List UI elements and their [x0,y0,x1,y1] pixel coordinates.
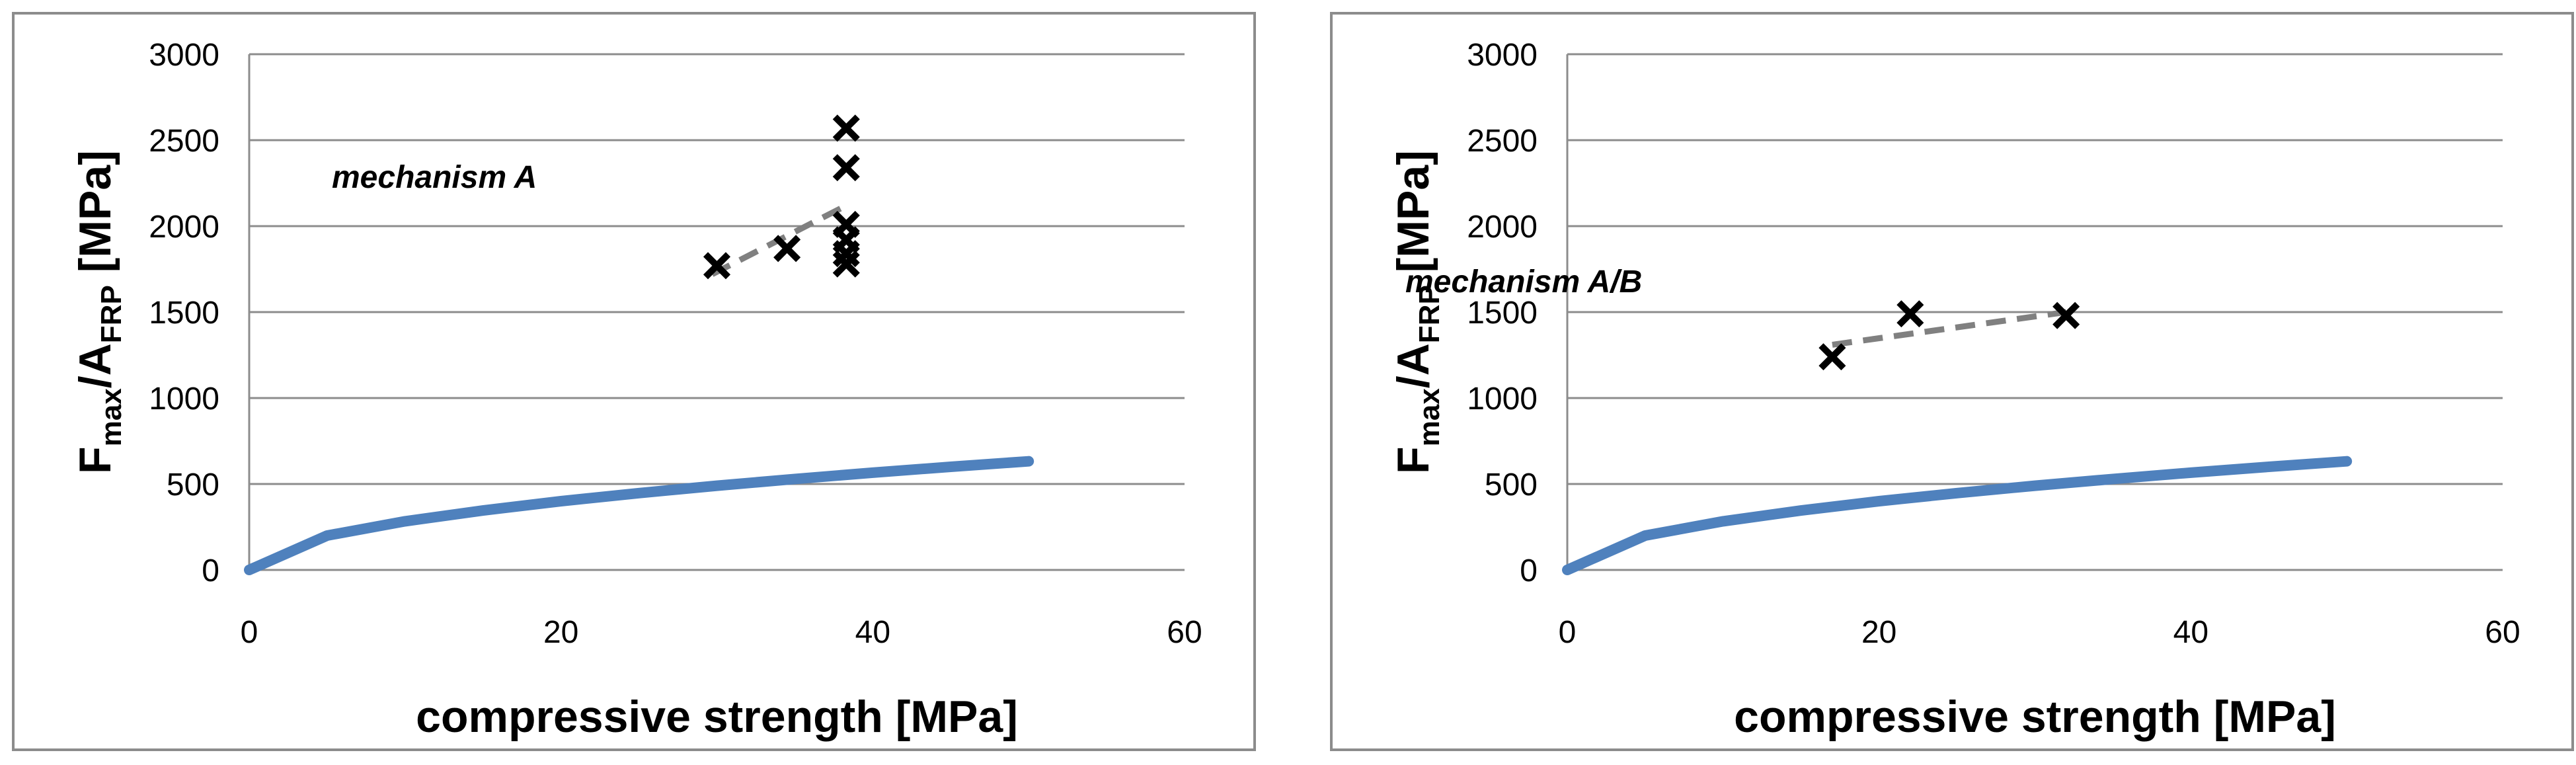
y-axis-label-part: F [1388,446,1438,474]
x-axis-label: compressive strength [MPa] [1734,692,2336,742]
y-axis-label-subscript: max [95,388,128,447]
x-tick-label: 0 [1559,615,1577,650]
x-tick-label: 40 [855,615,890,650]
y-tick-label: 0 [1520,553,1538,588]
y-tick-label: 3000 [149,38,219,73]
y-tick-label: 2500 [1467,124,1538,159]
trend-line [1832,309,2067,348]
marker-stroke [703,252,731,280]
x-axis-label: compressive strength [MPa] [416,692,1018,742]
data-point-x-marker [2052,302,2080,329]
y-tick-label: 1500 [149,296,219,331]
x-tick-label: 0 [241,615,258,650]
chart-panel-left: 0 500 1000 1500 2000 2500 3000 0 20 40 60 compressi… [12,12,1256,751]
x-tick-label: 40 [2173,615,2208,650]
y-axis-label-part: [MPa] [70,150,120,285]
marker-stroke [1896,300,1924,328]
y-tick-label: 500 [1485,467,1538,503]
chart-right: 0 500 1000 1500 2000 2500 3000 0 20 40 60 compressi… [1388,38,2520,742]
y-axis-label-part: /A [1388,343,1438,388]
y-axis-label-subscript: FRP [1413,285,1446,343]
marker-stroke [832,250,860,278]
marker-stroke [832,154,860,182]
y-tick-label: 0 [202,553,219,588]
marker-stroke [773,235,801,262]
y-axis-label-subscript: FRP [95,285,128,343]
y-tick-label: 2000 [1467,210,1538,245]
y-tick-label: 1000 [1467,382,1538,417]
chart-left: 0 500 1000 1500 2000 2500 3000 0 20 40 60 compressi… [70,38,1202,742]
mechanism-annotation: mechanism A [332,160,537,195]
y-tick-label: 500 [167,467,219,503]
y-axis-label: Fmax/AFRP [MPa] [70,150,128,474]
x-tick-label: 60 [1167,615,1202,650]
data-point-x-marker [832,114,860,142]
data-point-x-marker [1818,343,1846,371]
y-tick-label: 1000 [149,382,219,417]
y-tick-label: 3000 [1467,38,1538,73]
marker-stroke [1818,343,1846,371]
y-tick-label: 1500 [1467,296,1538,331]
y-tick-label: 2000 [149,210,219,245]
mechanism-annotation: mechanism A/B [1405,264,1642,300]
y-axis-label-subscript: max [1413,388,1446,447]
y-axis-label-part: /A [70,343,120,388]
chart-panel-right: 0 500 1000 1500 2000 2500 3000 0 20 40 60 compressi… [1330,12,2574,751]
data-point-x-marker [832,154,860,182]
x-tick-label: 20 [543,615,578,650]
data-point-x-marker [1896,300,1924,328]
y-axis-label: Fmax/AFRP [MPa] [1388,150,1446,474]
y-axis-label-part: [MPa] [1388,150,1438,285]
y-axis-label-part: F [70,446,120,474]
marker-stroke [832,114,860,142]
x-tick-label: 60 [2485,615,2520,650]
data-point-x-marker [703,252,731,280]
series-line-model [1562,456,2353,575]
y-tick-label: 2500 [149,124,219,159]
data-point-x-marker [773,235,801,262]
x-tick-label: 20 [1861,615,1896,650]
series-line-model [244,456,1034,575]
data-point-x-marker [832,250,860,278]
marker-stroke [2052,302,2080,329]
